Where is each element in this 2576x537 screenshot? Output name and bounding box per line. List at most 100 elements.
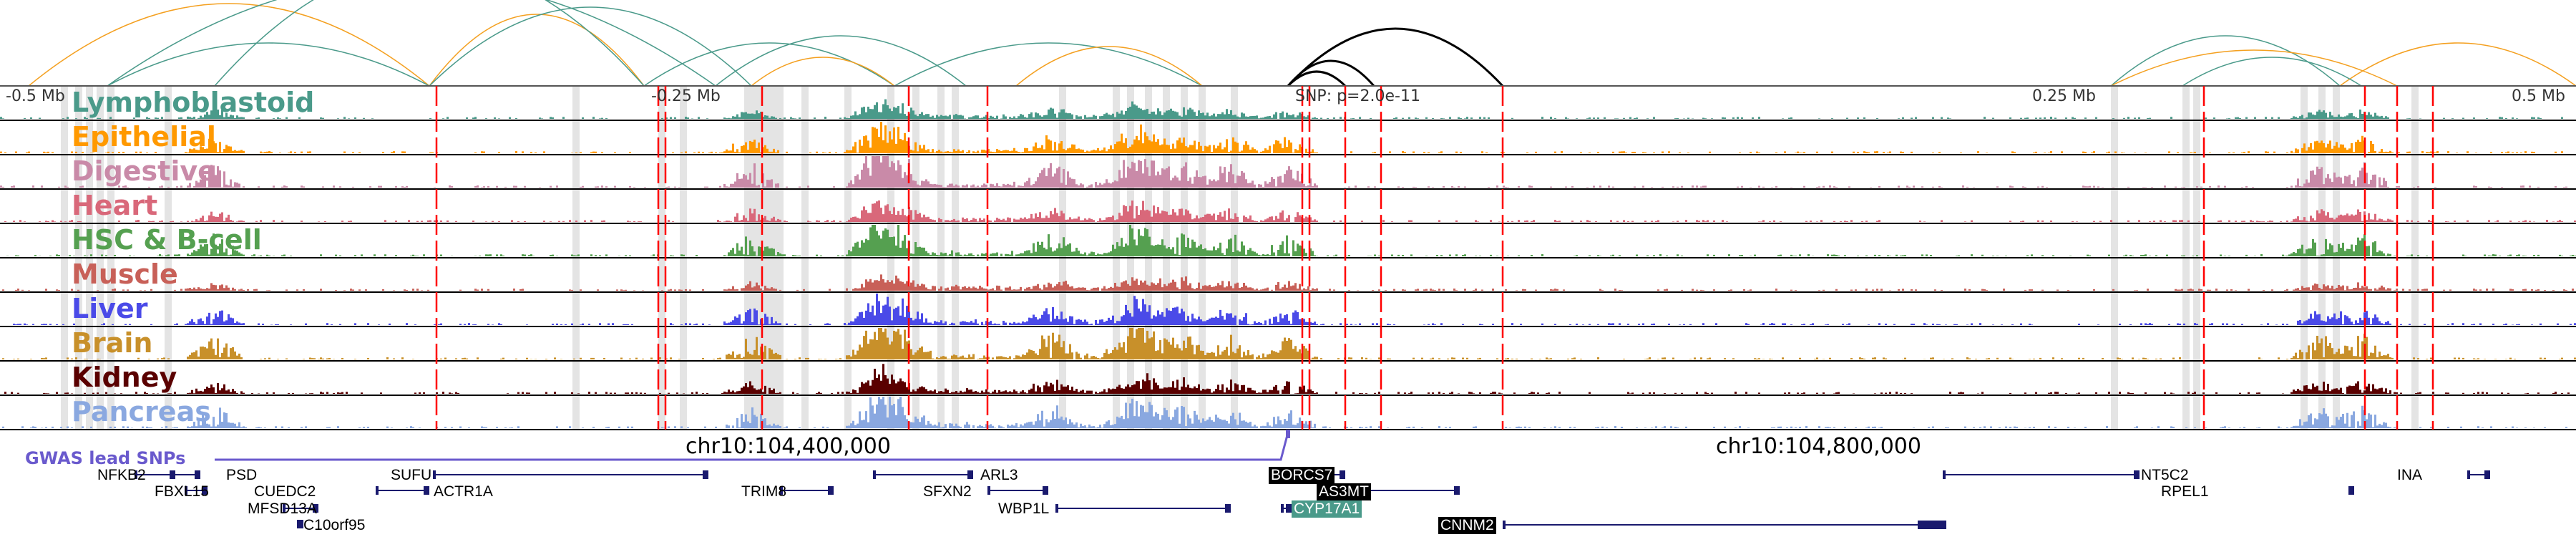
gene-exon [1281, 504, 1284, 513]
gene-exon [703, 470, 708, 479]
interaction-arc [2182, 57, 2362, 87]
track-label: Pancreas [72, 396, 211, 427]
gene-exon [1503, 521, 1506, 529]
gene-label[interactable]: C10orf95 [303, 517, 366, 533]
interaction-arc [429, 14, 645, 87]
gene-label-highlight[interactable]: CNNM2 [1438, 517, 1496, 534]
signal-track [2, 274, 2574, 291]
interaction-arc [1287, 27, 1504, 87]
interaction-arc [643, 42, 895, 87]
gene-label[interactable]: WBP1L [998, 500, 1050, 517]
gene-exon [301, 520, 303, 528]
gene-exon [172, 470, 175, 479]
track-label: Brain [72, 327, 153, 359]
interaction-arc [751, 57, 895, 87]
gene-label[interactable]: SFXN2 [923, 483, 972, 500]
signal-track [0, 99, 2563, 119]
axis-tick: -0.25 Mb [651, 87, 721, 105]
gene-exon [283, 504, 286, 513]
gene-exon [202, 486, 208, 495]
coordinate-label: chr10:104,400,000 [686, 434, 891, 459]
interaction-arc [1287, 70, 1347, 87]
gene-exon [1043, 486, 1048, 495]
gene-exon [1918, 521, 1946, 529]
gene-label[interactable]: CUEDC2 [254, 483, 316, 500]
interaction-arc [429, 6, 752, 87]
gene-label[interactable]: INA [2397, 467, 2423, 483]
gene-exon [433, 470, 436, 479]
interaction-arc [107, 42, 430, 87]
signal-track [2, 397, 2567, 428]
interaction-arc [2110, 49, 2398, 87]
gwas-track-label: GWAS lead SNPs [25, 448, 186, 468]
interaction-arc [2110, 35, 2341, 87]
gene-exon [1225, 504, 1231, 513]
gene-exon [313, 504, 318, 513]
track-label: Lymphoblastoid [72, 87, 315, 118]
interaction-arc [2339, 42, 2576, 87]
interaction-arc [107, 0, 716, 87]
track-label: Muscle [72, 258, 178, 290]
track-label: HSC & B-cell [72, 224, 262, 256]
coordinate-label: chr10:104,800,000 [1716, 434, 1921, 459]
gene-label-highlight[interactable]: AS3MT [1317, 483, 1372, 500]
interaction-arc [1015, 46, 1203, 87]
gene-exon [297, 520, 303, 528]
track-label: Heart [72, 190, 158, 221]
interaction-arc [715, 35, 967, 87]
gene-label[interactable]: NFKB2 [97, 467, 146, 483]
gene-label[interactable]: RPEL1 [2161, 483, 2209, 500]
gene-label[interactable]: ACTR1A [434, 483, 493, 500]
gene-label[interactable]: NT5C2 [2141, 467, 2189, 483]
gene-exon [2134, 470, 2140, 479]
gwas-connector [215, 432, 1289, 461]
gene-label[interactable]: ARL3 [980, 467, 1018, 483]
gene-exon [1340, 470, 1345, 479]
gene-exon [2351, 486, 2353, 495]
gene-label[interactable]: TRIM8 [741, 483, 786, 500]
gene-exon [1286, 504, 1292, 513]
axis-tick: 0.5 Mb [2512, 87, 2565, 105]
gene-exon [376, 486, 379, 495]
gene-exon [2484, 470, 2490, 479]
signal-track [0, 156, 2567, 188]
gene-exon [780, 486, 783, 495]
gene-exon [873, 470, 876, 479]
gene-label[interactable]: PSD [226, 467, 258, 483]
gene-exon [195, 470, 200, 479]
gene-label-highlight[interactable]: CYP17A1 [1292, 500, 1362, 518]
signal-track [0, 122, 2563, 153]
snp-pvalue-label: SNP: p=2.0e-11 [1295, 87, 1420, 105]
gene-label[interactable]: FBXL15 [155, 483, 209, 500]
interaction-arc [1287, 59, 1375, 87]
signal-track [4, 200, 2576, 222]
gene-exon [135, 470, 137, 479]
interaction-arc [28, 3, 430, 87]
interaction-arc [894, 42, 1203, 87]
axis-tick: -0.5 Mb [6, 87, 65, 105]
gene-exon [1454, 486, 1460, 495]
axis-tick: 0.25 Mb [2032, 87, 2096, 105]
gene-label[interactable]: MFSD13A [248, 500, 317, 517]
gene-label[interactable]: SUFU [391, 467, 432, 483]
signal-track [6, 225, 2576, 256]
gene-exon [185, 486, 187, 495]
gene-exon [967, 470, 973, 479]
track-label: Digestive [72, 155, 216, 187]
track-label: Liver [72, 293, 148, 324]
gene-label-highlight[interactable]: BORCS7 [1269, 467, 1335, 484]
signal-track [2, 328, 2576, 359]
signal-track [13, 294, 2576, 325]
interaction-arc [214, 0, 645, 87]
gene-exon [987, 486, 990, 495]
gene-exon [1943, 470, 1946, 479]
gene-exon [424, 486, 429, 495]
signal-track [4, 364, 2570, 394]
gwas-snp-mark [1286, 430, 1290, 438]
gene-exon [828, 486, 834, 495]
gene-exon [1055, 504, 1058, 513]
gene-exon [2467, 470, 2470, 479]
track-label: Kidney [72, 362, 177, 393]
track-label: Epithelial [72, 121, 216, 153]
